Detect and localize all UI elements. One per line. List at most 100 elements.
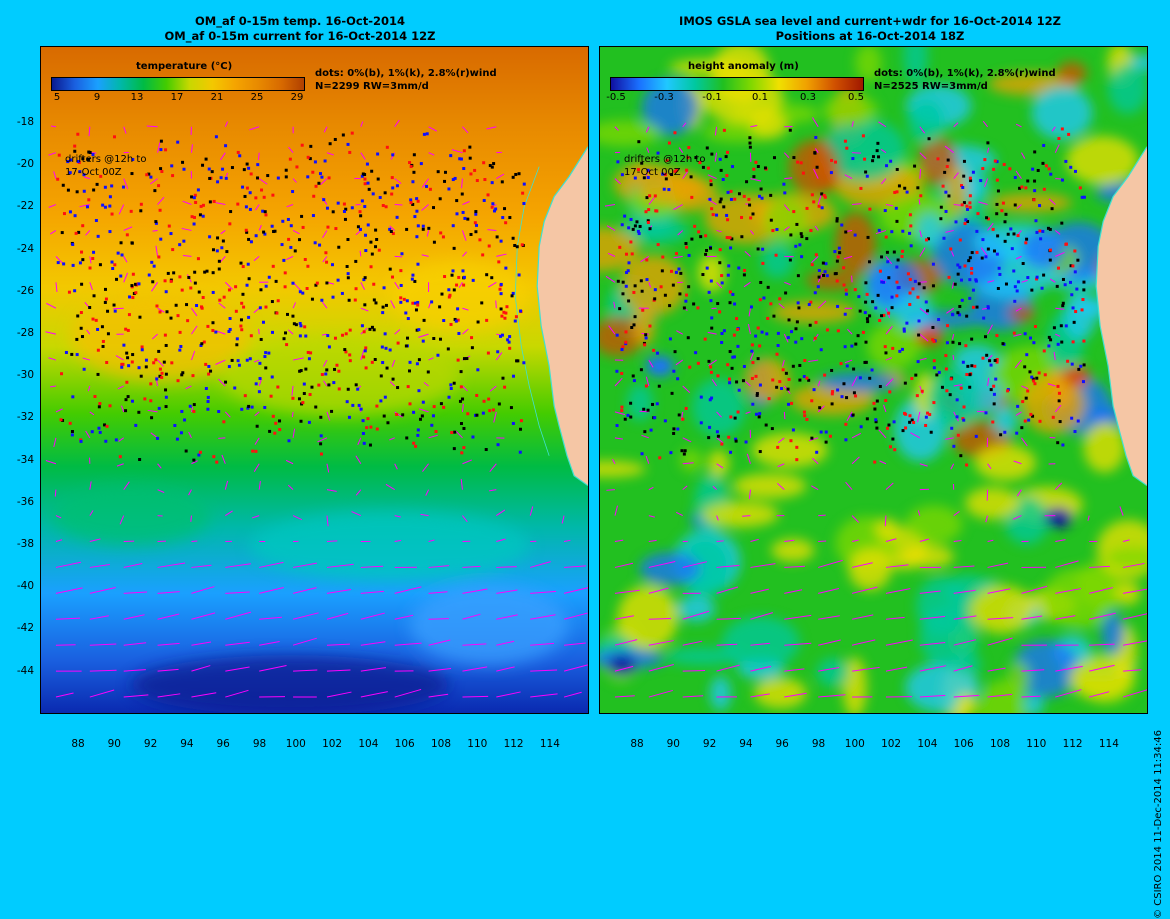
drifter-dot (886, 427, 889, 430)
drifter-dot (451, 269, 454, 272)
drifter-dot (208, 177, 211, 180)
drifter-dot (876, 400, 879, 403)
drifter-dot (285, 169, 288, 172)
drifter-dot (792, 365, 795, 368)
drifter-dot (113, 135, 116, 138)
drifter-dot (334, 337, 337, 340)
drifter-dot (898, 286, 901, 289)
drifter-dot (497, 443, 500, 446)
drifter-dot (987, 307, 990, 310)
drifter-dot (382, 306, 385, 309)
drifter-dot (968, 386, 971, 389)
drifter-dot (992, 168, 995, 171)
drifter-dot (240, 318, 243, 321)
drifter-dot (412, 442, 415, 445)
drifter-dot (154, 358, 157, 361)
drifter-dot (752, 175, 755, 178)
drifter-dot (997, 189, 1000, 192)
drifter-dot (969, 256, 972, 259)
drifter-dot (716, 374, 719, 377)
drifter-dot (443, 275, 446, 278)
drifter-dot (998, 267, 1001, 270)
drifter-dot (867, 236, 870, 239)
drifter-dot (170, 280, 173, 283)
drifter-dot (731, 293, 734, 296)
drifter-dot (1044, 373, 1047, 376)
anomaly-patch (733, 473, 807, 498)
drifter-dot (317, 182, 320, 185)
drifter-dot (247, 405, 250, 408)
drifter-dot (862, 134, 865, 137)
drifter-dot (845, 147, 848, 150)
drifter-dot (311, 171, 314, 174)
drifter-dot (324, 372, 327, 375)
drifter-dot (1077, 420, 1080, 423)
drifter-dot (282, 259, 285, 262)
drifter-dot (295, 165, 298, 168)
drifter-dot (289, 246, 292, 249)
drifter-dot (887, 276, 890, 279)
drifter-dot (519, 310, 522, 313)
drifter-dot (159, 368, 162, 371)
drifter-dot (707, 360, 710, 363)
drifter-dot (348, 151, 351, 154)
drifter-dot (716, 302, 719, 305)
drifter-dot (164, 148, 167, 151)
colorbar-tick-label: 0.5 (841, 92, 871, 103)
drifter-dot (382, 204, 385, 207)
drifter-dot (417, 389, 420, 392)
drifter-dot (159, 209, 162, 212)
drifter-dot (389, 348, 392, 351)
current-arrow (462, 696, 488, 697)
drifter-dot (439, 197, 442, 200)
drifter-dot (730, 190, 733, 193)
drifter-dot (314, 241, 317, 244)
drifter-dot (89, 266, 92, 269)
drifter-dot (180, 431, 183, 434)
drifter-dot (83, 190, 86, 193)
lon-label: 114 (1094, 738, 1124, 750)
drifter-dot (764, 166, 767, 169)
drifter-dot (962, 175, 965, 178)
drifter-dot (864, 170, 867, 173)
drifter-dot (643, 343, 646, 346)
drifter-dot (432, 414, 435, 417)
drifter-dot (618, 246, 621, 249)
drifter-dot (212, 248, 215, 251)
drifter-dot (264, 351, 267, 354)
lon-label: 114 (535, 738, 565, 750)
drifter-dot (844, 313, 847, 316)
drifter-dot (291, 190, 294, 193)
drifter-dot (837, 255, 840, 258)
drifter-dot (277, 299, 280, 302)
drifter-dot (81, 258, 84, 261)
drifter-dot (642, 408, 645, 411)
drifter-dot (264, 366, 267, 369)
drifter-dot (115, 278, 118, 281)
drifter-dot (761, 197, 764, 200)
drifter-dot (624, 418, 627, 421)
drifter-dot (795, 446, 798, 449)
drifter-dot (222, 420, 225, 423)
current-arrow (153, 230, 158, 231)
drifter-dot (349, 359, 352, 362)
drifter-dot (973, 365, 976, 368)
drifter-dot (707, 167, 710, 170)
drifter-dot (751, 403, 754, 406)
drifter-dot (327, 383, 330, 386)
lat-label: -28 (0, 327, 34, 339)
drifter-dot (1037, 169, 1040, 172)
drifter-dot (364, 349, 367, 352)
drifter-dot (631, 252, 634, 255)
drifter-dot (501, 334, 504, 337)
drifter-dot (621, 223, 624, 226)
drifter-dot (487, 398, 490, 401)
drifter-dot (152, 361, 155, 364)
anomaly-patch (975, 445, 1036, 481)
drifter-dot (400, 252, 403, 255)
current-arrow (218, 438, 225, 439)
drifter-dot (278, 428, 281, 431)
drifter-dot (1059, 420, 1062, 423)
drifter-dot (363, 178, 366, 181)
drifter-dot (969, 373, 972, 376)
